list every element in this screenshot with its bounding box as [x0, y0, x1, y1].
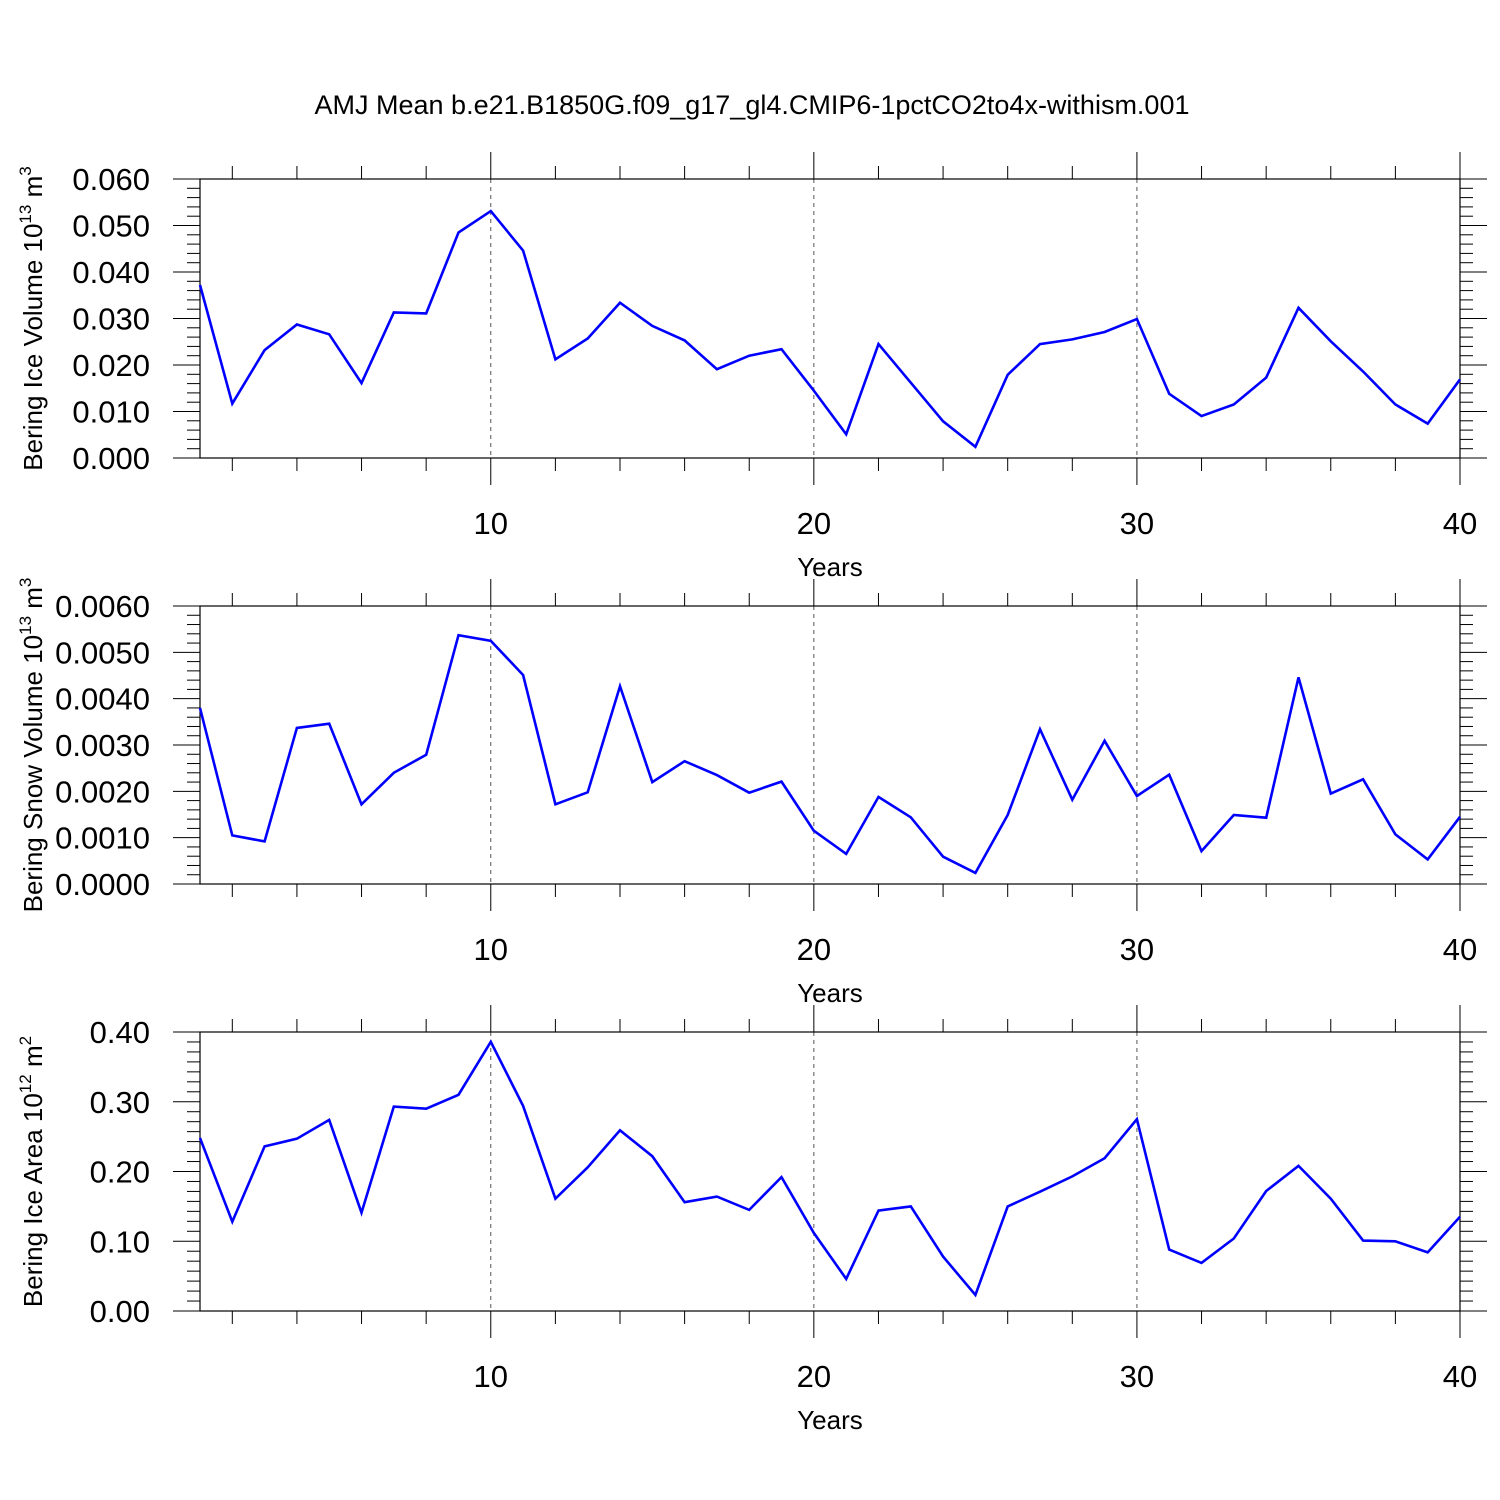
y-tick-label: 0.000: [72, 441, 150, 476]
y-tick-label: 0.20: [90, 1155, 150, 1190]
x-tick-label: 20: [797, 506, 831, 541]
x-tick-label: 20: [797, 932, 831, 967]
y-tick-label: 0.10: [90, 1224, 150, 1259]
chart-panels: 10 20 30 40 Years 0.000 0.010 0.020 0.030 0.040 0.…: [16, 152, 1487, 1435]
y-tick-label: 0.30: [90, 1085, 150, 1120]
y-axis-label: Bering Ice Area 1012 m2: [16, 1036, 48, 1307]
series-line: [198, 633, 1462, 875]
y-tick-label: 0.0060: [55, 589, 150, 624]
y-tick-label: 0.0020: [55, 774, 150, 809]
y-tick-label: 0.020: [72, 348, 150, 383]
y-tick-label: 0.0010: [55, 821, 150, 856]
x-tick-label: 10: [474, 506, 508, 541]
x-axis-label: Years: [797, 1405, 863, 1435]
figure-title: AMJ Mean b.e21.B1850G.f09_g17_gl4.CMIP6-…: [315, 90, 1190, 120]
x-tick-label: 30: [1120, 1359, 1154, 1394]
x-axis-label: Years: [797, 552, 863, 582]
x-tick-label: 30: [1120, 506, 1154, 541]
y-tick-label: 0.0040: [55, 682, 150, 717]
y-tick-label: 0.0050: [55, 635, 150, 670]
y-tick-label: 0.050: [72, 209, 150, 244]
x-tick-label: 10: [474, 932, 508, 967]
x-tick-label: 40: [1443, 1359, 1477, 1394]
series-line: [198, 209, 1462, 449]
plot-frame: [199, 1031, 1461, 1312]
x-tick-label: 30: [1120, 932, 1154, 967]
x-axis-label: Years: [797, 978, 863, 1008]
chart-panel-1: 10 20 30 40 Years 0.000 0.010 0.020 0.030 0.040 0.…: [16, 152, 1487, 582]
y-tick-label: 0.0000: [55, 867, 150, 902]
x-tick-label: 40: [1443, 506, 1477, 541]
chart-panel-2: 10 20 30 40 Years 0.0000 0.0010 0.0020 0.0030 0.0…: [16, 578, 1487, 1008]
y-tick-label: 0.060: [72, 162, 150, 197]
x-tick-label: 40: [1443, 932, 1477, 967]
y-axis-label: Bering Ice Volume 1013 m3: [16, 166, 48, 470]
y-tick-label: 0.0030: [55, 728, 150, 763]
y-tick-label: 0.00: [90, 1294, 150, 1329]
x-tick-label: 20: [797, 1359, 831, 1394]
x-tick-label: 10: [474, 1359, 508, 1394]
y-tick-label: 0.040: [72, 255, 150, 290]
y-tick-label: 0.40: [90, 1015, 150, 1050]
series-line: [198, 1039, 1461, 1298]
y-axis-label: Bering Snow Volume 1013 m3: [16, 578, 48, 913]
y-tick-label: 0.030: [72, 302, 150, 337]
chart-panel-3: 10 20 30 40 Years 0.00 0.10 0.20 0.30 0.40 Bering …: [16, 1005, 1487, 1435]
plot-frame: [199, 178, 1461, 459]
y-tick-label: 0.010: [72, 395, 150, 430]
